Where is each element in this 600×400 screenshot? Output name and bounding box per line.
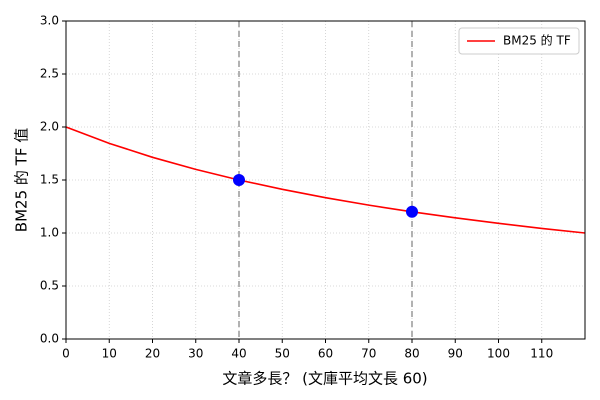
- x-tick-label: 80: [404, 347, 419, 361]
- legend-box: [458, 27, 580, 55]
- y-axis-label: BM25 的 TF 值: [13, 128, 31, 232]
- y-tick-label: 0.0: [40, 332, 59, 346]
- line-series: [65, 126, 586, 234]
- x-tick-label: 30: [188, 347, 203, 361]
- legend-label: BM25 的 TF: [503, 33, 571, 48]
- point: [233, 174, 245, 186]
- x-tick-label: 0: [62, 347, 70, 361]
- y-tick-label: 3.0: [40, 14, 59, 28]
- x-tick-label: 70: [361, 347, 376, 361]
- x-tick-label: 110: [530, 347, 553, 361]
- x-tick-label: 40: [231, 347, 246, 361]
- plot-frame: [65, 20, 586, 340]
- x-tick-label: 20: [145, 347, 160, 361]
- x-axis-label: 文章多長？ (文庫平均文長 60): [222, 370, 427, 388]
- x-tick-label: 60: [318, 347, 333, 361]
- y-tick-label: 2.5: [40, 67, 59, 81]
- x-tick-label: 50: [275, 347, 290, 361]
- y-tick-label: 0.5: [40, 279, 59, 293]
- point: [406, 205, 418, 218]
- x-tick-label: 100: [487, 347, 510, 361]
- x-tick-label: 90: [448, 347, 463, 361]
- y-tick-label: 1.5: [40, 173, 59, 187]
- y-tick-label: 1.0: [40, 226, 59, 240]
- x-tick-label: 10: [102, 347, 117, 361]
- y-tick-label: 2.0: [40, 120, 59, 134]
